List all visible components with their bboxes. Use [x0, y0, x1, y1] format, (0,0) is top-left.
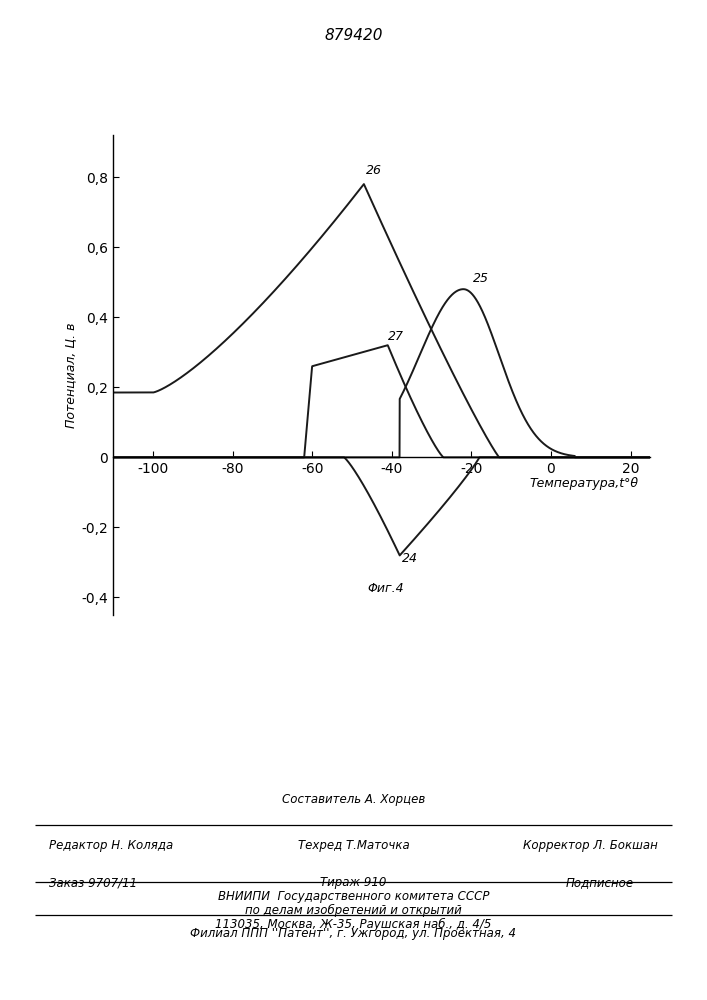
- Text: 113035, Москва, Ж-35, Раушская наб., д. 4/5: 113035, Москва, Ж-35, Раушская наб., д. …: [216, 918, 491, 931]
- Text: Редактор Н. Коляда: Редактор Н. Коляда: [49, 838, 174, 852]
- Text: Температура,t°θ: Температура,t°θ: [530, 477, 638, 490]
- Text: Заказ 9707/11: Заказ 9707/11: [49, 876, 138, 889]
- Y-axis label: Потенциал, Ц. в: Потенциал, Ц. в: [64, 322, 77, 428]
- Text: 879420: 879420: [325, 28, 382, 43]
- Text: Составитель А. Хорцев: Составитель А. Хорцев: [282, 793, 425, 806]
- Text: по делам изобретений и открытий: по делам изобретений и открытий: [245, 904, 462, 917]
- Text: Филиал ППП ''Патент'', г. Ужгород, ул. Проектная, 4: Филиал ППП ''Патент'', г. Ужгород, ул. П…: [190, 927, 517, 940]
- Text: ВНИИПИ  Государственного комитета СССР: ВНИИПИ Государственного комитета СССР: [218, 890, 489, 903]
- Text: 26: 26: [366, 164, 382, 177]
- Text: Техред Т.Маточка: Техред Т.Маточка: [298, 838, 409, 852]
- Text: Корректор Л. Бокшан: Корректор Л. Бокшан: [522, 838, 658, 852]
- Text: 25: 25: [473, 272, 489, 285]
- Text: Подписное: Подписное: [566, 876, 633, 889]
- Text: 24: 24: [402, 552, 418, 565]
- Text: Тираж 910: Тираж 910: [320, 876, 387, 889]
- Text: Φиг.4: Φиг.4: [368, 582, 404, 595]
- Text: 27: 27: [387, 330, 404, 343]
